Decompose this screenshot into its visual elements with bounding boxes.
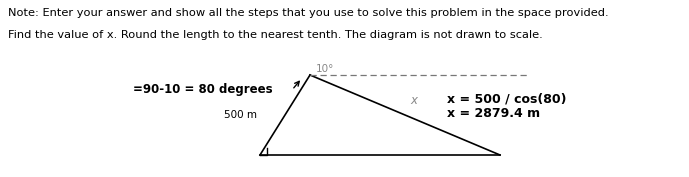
Text: Find the value of x. Round the length to the nearest tenth. The diagram is not d: Find the value of x. Round the length to… <box>8 30 543 40</box>
Text: 10°: 10° <box>316 64 334 74</box>
Text: =90-10 = 80 degrees: =90-10 = 80 degrees <box>133 84 273 96</box>
Text: 500 m: 500 m <box>224 110 257 120</box>
Text: x: x <box>410 94 417 107</box>
Text: x = 2879.4 m: x = 2879.4 m <box>447 107 540 120</box>
Text: Note: Enter your answer and show all the steps that you use to solve this proble: Note: Enter your answer and show all the… <box>8 8 608 18</box>
Text: x = 500 / cos(80): x = 500 / cos(80) <box>447 93 566 106</box>
